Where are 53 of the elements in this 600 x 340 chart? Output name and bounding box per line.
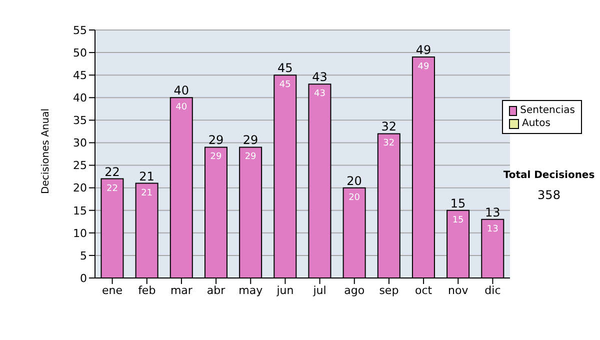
total-label: 29: [208, 133, 224, 148]
y-tick-label: 25: [73, 159, 87, 172]
legend-label: Sentencias: [520, 104, 575, 117]
y-tick-label: 5: [80, 249, 87, 262]
total-label: 15: [450, 196, 466, 210]
y-tick-label: 35: [73, 114, 87, 128]
total-label: 32: [381, 120, 397, 134]
total-label: 29: [242, 133, 258, 148]
total-label: 43: [312, 70, 328, 84]
total-label: 40: [174, 84, 190, 98]
total-label: 13: [485, 205, 500, 220]
x-tick-label: dic: [484, 284, 501, 297]
data-label: 32: [383, 138, 395, 149]
y-tick-label: 15: [73, 204, 87, 218]
total-label: 21: [139, 169, 154, 184]
y-tick-label: 45: [73, 68, 87, 82]
total-label: 49: [416, 43, 432, 58]
x-tick-label: nov: [448, 284, 469, 297]
total-label: 45: [278, 61, 293, 76]
total-label: 22: [104, 164, 120, 179]
data-label: 40: [176, 102, 188, 113]
y-tick-label: 10: [73, 226, 87, 240]
data-label: 29: [210, 152, 222, 162]
x-tick-label: sep: [379, 284, 399, 297]
data-label: 43: [314, 89, 326, 100]
data-label: 29: [244, 152, 257, 162]
x-tick-label: oct: [414, 284, 433, 297]
annotation: Total Decisiones: [502, 170, 596, 181]
y-axis-title: Decisiones Anual: [40, 108, 52, 194]
data-label: 45: [279, 80, 291, 90]
y-tick-label: 55: [73, 24, 87, 37]
data-label: 21: [141, 188, 153, 198]
legend-label: Autos: [522, 117, 550, 130]
x-tick-label: may: [238, 284, 264, 297]
text: 358: [536, 188, 562, 202]
x-tick-label: ago: [344, 284, 365, 297]
y-tick-label: 40: [73, 92, 87, 105]
data-label: 15: [452, 215, 464, 226]
x-tick-label: ene: [102, 284, 123, 297]
x-tick-label: jun: [276, 284, 294, 297]
x-tick-label: mar: [170, 284, 193, 297]
data-label: 20: [348, 192, 360, 203]
y-tick-label: 20: [73, 182, 87, 195]
data-label: 49: [418, 62, 430, 72]
y-tick-label: 50: [73, 46, 87, 60]
x-tick-label: abr: [206, 284, 226, 297]
x-tick-label: jul: [312, 284, 326, 297]
x-tick-label: feb: [138, 284, 156, 297]
y-tick-label: 0: [80, 272, 87, 285]
data-label: 22: [106, 184, 118, 194]
y-tick-label: 30: [73, 136, 87, 150]
data-label: 13: [486, 224, 498, 234]
total-label: 20: [346, 174, 362, 188]
